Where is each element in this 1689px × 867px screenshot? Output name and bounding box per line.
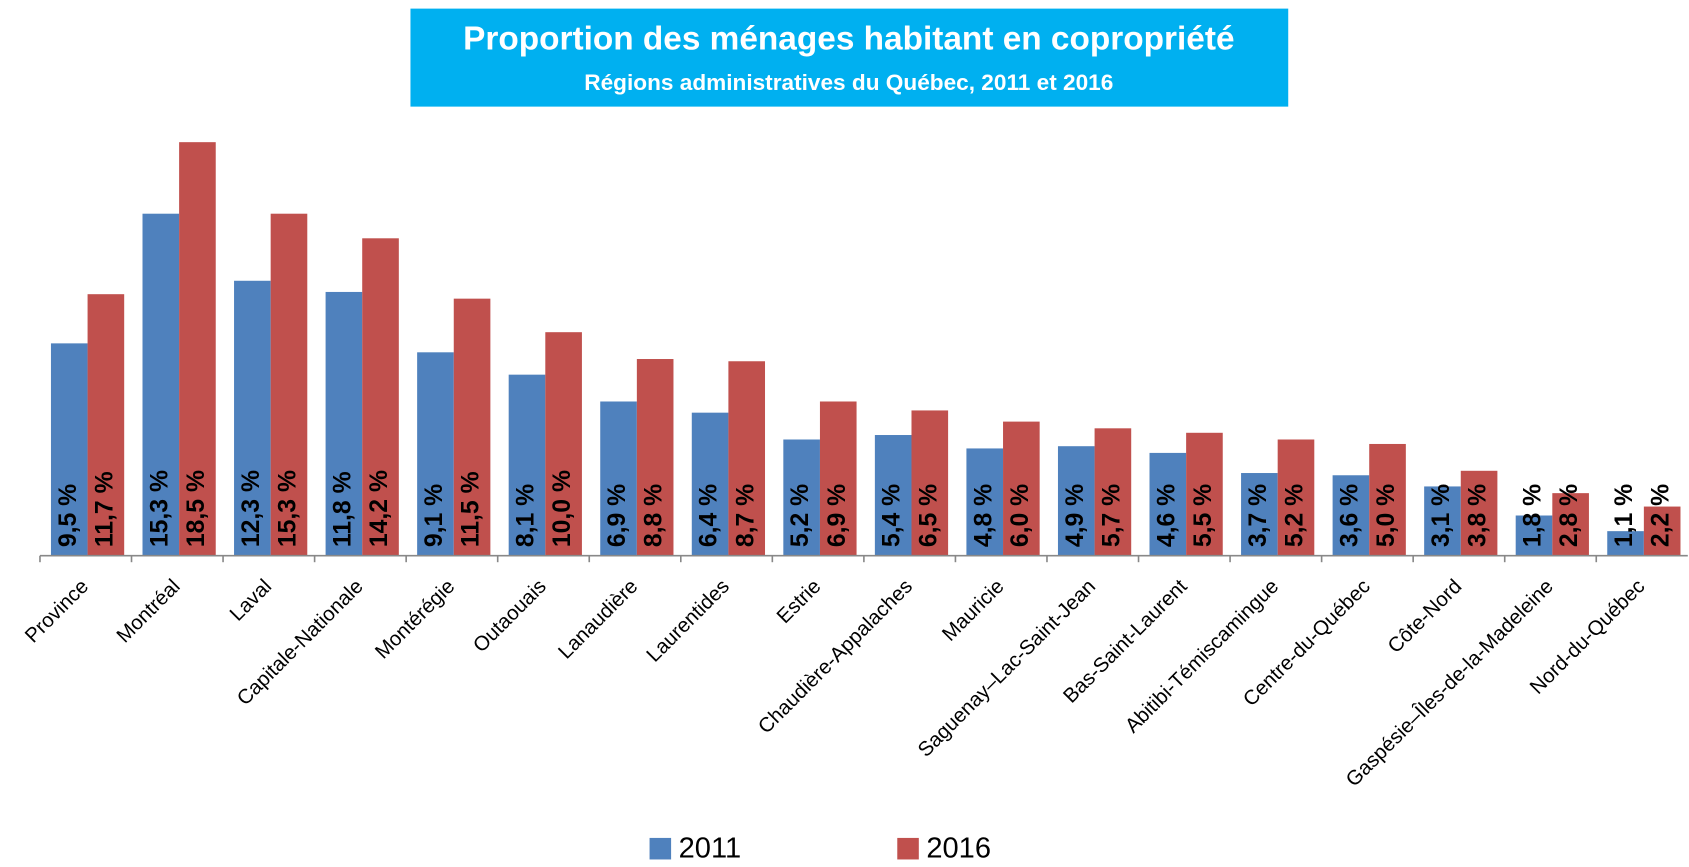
legend-label: 2011 bbox=[679, 832, 742, 864]
bar bbox=[362, 238, 399, 556]
data-label: 2,8 % bbox=[1556, 484, 1583, 547]
bar bbox=[691, 412, 729, 556]
bar bbox=[1369, 443, 1406, 556]
data-label: 4,8 % bbox=[970, 484, 997, 547]
legend-swatch bbox=[897, 837, 919, 860]
bar bbox=[142, 213, 180, 556]
data-label: 15,3 % bbox=[146, 470, 173, 547]
data-label: 1,8 % bbox=[1520, 484, 1547, 547]
bar bbox=[87, 294, 125, 556]
bar bbox=[1515, 515, 1553, 556]
bar bbox=[270, 213, 308, 556]
bar bbox=[966, 448, 1004, 556]
x-tick-label: Chaudière-Appalaches bbox=[754, 575, 917, 738]
bar bbox=[1241, 473, 1278, 556]
bar bbox=[508, 374, 546, 556]
bar bbox=[728, 361, 766, 556]
bar bbox=[1057, 446, 1095, 556]
x-tick-label: Province bbox=[21, 575, 94, 648]
x-tick-label: Montréal bbox=[112, 575, 185, 648]
data-label: 5,0 % bbox=[1373, 484, 1400, 547]
data-label: 8,1 % bbox=[513, 484, 540, 547]
bar bbox=[874, 435, 912, 556]
data-label: 5,7 % bbox=[1098, 484, 1125, 547]
x-tick-label: Abitibi-Témiscamingue bbox=[1121, 575, 1284, 738]
bar bbox=[1149, 452, 1187, 556]
data-label: 6,9 % bbox=[824, 484, 851, 547]
data-label: 18,5 % bbox=[183, 470, 210, 547]
bar bbox=[1277, 439, 1315, 556]
data-label: 4,9 % bbox=[1062, 484, 1089, 547]
data-label: 5,2 % bbox=[787, 484, 814, 547]
data-label: 6,5 % bbox=[915, 484, 942, 547]
data-label: 8,8 % bbox=[641, 484, 668, 547]
x-tick-label: Saguenay–Lac-Saint-Jean bbox=[913, 575, 1100, 762]
data-label: 11,5 % bbox=[458, 471, 485, 547]
data-label: 15,3 % bbox=[275, 470, 302, 547]
data-label: 4,6 % bbox=[1153, 484, 1180, 547]
bar bbox=[325, 291, 363, 556]
legend-label: 2016 bbox=[926, 832, 991, 864]
data-label: 14,2 % bbox=[366, 470, 393, 547]
bar bbox=[234, 280, 271, 556]
bar bbox=[417, 352, 454, 556]
data-label: 9,5 % bbox=[55, 484, 82, 547]
x-tick-label: Montérégie bbox=[371, 575, 460, 664]
bar bbox=[1186, 432, 1223, 556]
bar bbox=[545, 332, 582, 556]
title-box bbox=[410, 8, 1289, 107]
data-label: 8,7 % bbox=[732, 484, 759, 547]
bar bbox=[1607, 531, 1644, 556]
data-label: 3,7 % bbox=[1245, 484, 1272, 547]
bar bbox=[911, 410, 949, 556]
data-label: 9,1 % bbox=[421, 484, 448, 547]
bar bbox=[1003, 421, 1040, 556]
bar bbox=[1460, 470, 1498, 556]
bar bbox=[1332, 475, 1370, 556]
data-label: 6,4 % bbox=[696, 484, 723, 547]
bar bbox=[1094, 428, 1132, 556]
bar bbox=[636, 359, 674, 556]
data-label: 5,2 % bbox=[1282, 484, 1309, 547]
x-tick-label: Mauricie bbox=[938, 575, 1009, 646]
data-label: 3,6 % bbox=[1336, 484, 1363, 547]
x-tick-label: Estrie bbox=[772, 575, 825, 628]
data-label: 10,0 % bbox=[549, 470, 576, 547]
bar bbox=[819, 401, 857, 556]
bar bbox=[1643, 506, 1681, 556]
data-label: 1,1 % bbox=[1611, 484, 1638, 547]
legend-swatch bbox=[649, 837, 672, 860]
x-tick-label: Laurentides bbox=[642, 575, 734, 667]
chart-title: Proportion des ménages habitant en copro… bbox=[463, 21, 1234, 58]
data-label: 3,1 % bbox=[1428, 484, 1455, 547]
bar bbox=[600, 401, 637, 556]
x-tick-label: Côte-Nord bbox=[1383, 575, 1466, 658]
data-label: 2,2 % bbox=[1648, 484, 1675, 547]
data-label: 11,7 % bbox=[91, 471, 118, 547]
data-label: 6,0 % bbox=[1007, 484, 1034, 547]
bar bbox=[179, 142, 216, 556]
bar bbox=[50, 343, 88, 556]
x-tick-label: Lanaudière bbox=[554, 575, 643, 664]
data-label: 3,8 % bbox=[1465, 484, 1492, 547]
data-label: 12,3 % bbox=[238, 470, 265, 547]
bar bbox=[1552, 493, 1589, 556]
x-tick-label: Laval bbox=[225, 575, 276, 626]
chart-subtitle: Régions administratives du Québec, 2011 … bbox=[584, 70, 1113, 95]
bar bbox=[1424, 486, 1461, 556]
data-label: 6,9 % bbox=[604, 484, 631, 547]
bar bbox=[783, 439, 820, 556]
bar bbox=[453, 298, 491, 556]
data-label: 5,5 % bbox=[1190, 484, 1217, 547]
data-label: 11,8 % bbox=[329, 471, 356, 547]
data-label: 5,4 % bbox=[879, 484, 906, 547]
x-tick-label: Outaouais bbox=[469, 575, 551, 657]
